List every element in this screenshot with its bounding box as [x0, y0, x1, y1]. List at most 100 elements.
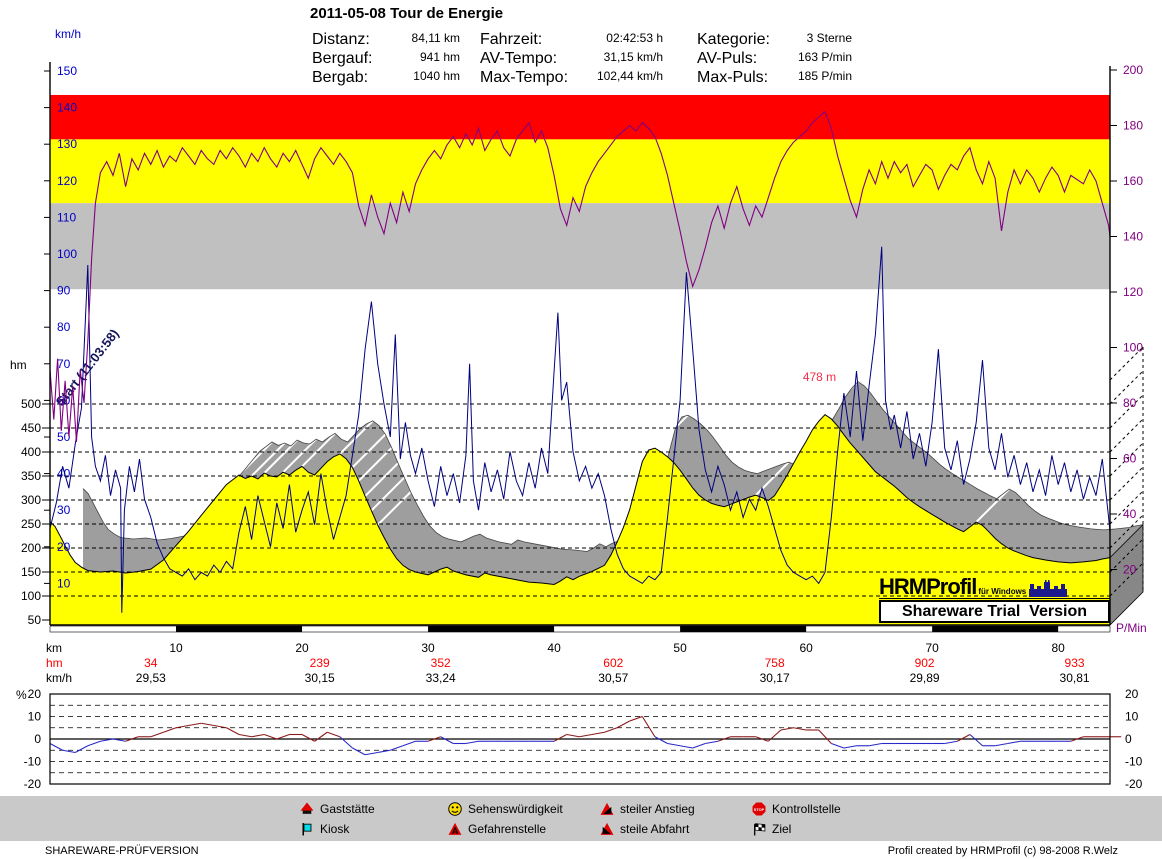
hrmprofil-logo: HRMProfil für Windows Shareware Trial Ve… — [879, 576, 1110, 623]
gradient-segment — [566, 733, 580, 738]
pulse-tick-label: 140 — [1123, 230, 1143, 244]
stat-maxpuls-label: Max-Puls: — [697, 69, 769, 86]
speed-tick-label: 80 — [57, 320, 71, 334]
gradient-segment — [62, 749, 76, 754]
gradient-segment — [969, 734, 983, 747]
gradient-segment — [604, 727, 618, 733]
hm-segment-value: 34 — [144, 656, 158, 670]
pulse-tick-label: 40 — [1123, 507, 1137, 521]
hm-segment-value: 352 — [431, 656, 451, 670]
elevation-tick-label: 100 — [21, 589, 41, 603]
max-elevation-label: 478 m — [803, 370, 836, 384]
gradient-right-tick-label: 0 — [1125, 732, 1132, 746]
logo-subtitle-text: für Windows — [978, 587, 1027, 596]
speed-tick-label: 30 — [57, 503, 71, 517]
depth-gridline — [1109, 562, 1144, 597]
wall-ridge-highlight — [282, 438, 317, 473]
gradient-segment — [616, 720, 630, 729]
stat-distanz-label: Distanz: — [312, 31, 370, 48]
gradient-segment — [780, 727, 794, 731]
wall-ridge-highlight — [654, 414, 689, 449]
wall-ridge-highlight — [370, 476, 406, 512]
km-stripe-bar — [49, 625, 1111, 633]
gradient-segment — [667, 742, 681, 747]
stat-bergab-value: 1040 hm — [413, 69, 460, 83]
depth-gridline — [1109, 538, 1144, 573]
km-tick-label: 70 — [925, 641, 939, 655]
stripe-bar-segment — [428, 626, 555, 632]
gradient-segment — [629, 715, 643, 722]
tour-profile-chart: km/h150140130120110100908070605040302010… — [10, 27, 1147, 791]
gradient-segment — [377, 749, 391, 754]
gradient-segment — [390, 745, 404, 751]
legend-label: Ziel — [772, 822, 792, 836]
gradient-segment — [112, 738, 126, 742]
segment-table: km 10 20 30 40 50 60 70 80 hm 34 239 352 602 758 902 933… — [46, 641, 1090, 685]
stat-avpuls-label: AV-Puls: — [697, 50, 758, 67]
stat-avpuls-value: 163 P/min — [797, 50, 852, 64]
kmh-segment-value: 30,81 — [1060, 671, 1090, 685]
gradient-segment — [163, 727, 177, 733]
gradient-segment — [680, 745, 693, 749]
gradient-segment — [793, 727, 807, 731]
gradient-segment — [402, 740, 416, 747]
gradient-frame — [49, 693, 1111, 785]
gradient-left-tick-label: 20 — [28, 687, 42, 701]
gradient-right-tick-label: -10 — [1125, 755, 1143, 769]
hm-segment-value: 902 — [915, 656, 935, 670]
stripe-bar-segment — [932, 626, 1059, 632]
elevation-tick-label: 450 — [21, 421, 41, 435]
speed-tick-label: 150 — [57, 64, 77, 78]
gradient-left-tick-label: 10 — [28, 710, 42, 724]
gradient-left-tick-label: -20 — [24, 777, 42, 791]
stat-maxtempo-label: Max-Tempo: — [480, 69, 569, 86]
gradient-segment — [843, 745, 857, 749]
stat-bergab-label: Bergab: — [312, 69, 369, 86]
gradient-segment — [1007, 740, 1021, 745]
gradient-segment — [654, 736, 668, 744]
gradient-segment — [264, 733, 278, 740]
speed-tick-label: 50 — [57, 430, 71, 444]
legend-item-steiler-anstieg: steiler Anstieg — [600, 801, 695, 817]
steiler-anstieg-icon — [600, 802, 614, 815]
gradient-segment — [641, 716, 656, 738]
gradient-segment — [339, 736, 353, 749]
km-tick-label: 20 — [295, 641, 309, 655]
gradient-segment — [364, 751, 378, 756]
gradient-segment — [188, 722, 202, 727]
kmh-row-header: km/h — [46, 671, 72, 685]
depth-gridline — [1109, 346, 1144, 381]
speed-tick-label: 120 — [57, 174, 77, 188]
legend-item-ziel: Ziel — [752, 821, 791, 837]
speed-line — [49, 246, 1111, 613]
gradient-segment — [717, 736, 731, 742]
gradient-segment — [465, 740, 479, 745]
gradient-segment — [314, 731, 328, 742]
castle-icon — [1029, 580, 1068, 597]
depth-gridline — [1109, 418, 1144, 453]
page-title: 2011-05-08 Tour de Energie — [310, 5, 504, 22]
elevation-tick-label: 400 — [21, 445, 41, 459]
gradient-segment — [869, 742, 882, 747]
speed-tick-label: 10 — [57, 576, 71, 590]
shareware-trial-banner: Shareware Trial Version — [879, 600, 1110, 623]
legend-item-kontrollstelle: STOP Kontrollstelle — [752, 801, 841, 817]
kmh-segment-value: 29,53 — [136, 671, 166, 685]
stat-maxpuls-value: 185 P/min — [797, 69, 852, 83]
elevation-tick-label: 500 — [21, 397, 41, 411]
gradient-segment — [352, 747, 366, 756]
speed-tick-label: 130 — [57, 137, 77, 151]
legend-item-gefahrenstelle: A Gefahrenstelle — [448, 821, 546, 837]
pulse-zones — [50, 94, 1110, 290]
gefahrenstelle-icon: A — [448, 822, 462, 836]
stripe-bar-segment — [176, 626, 303, 632]
gradient-segment — [150, 731, 164, 738]
gradient-segment — [553, 734, 567, 742]
yellow-zone — [50, 139, 1110, 204]
gradient-segment — [125, 736, 139, 742]
stat-bergauf-label: Bergauf: — [312, 50, 373, 67]
elevation-axis-labels: hm 500 450 400 350 300 250 200 150 100 50 — [10, 358, 50, 627]
gradient-segment — [755, 736, 769, 742]
wall-ridge-highlight — [358, 447, 393, 482]
stripe-bar-base — [49, 625, 1111, 633]
